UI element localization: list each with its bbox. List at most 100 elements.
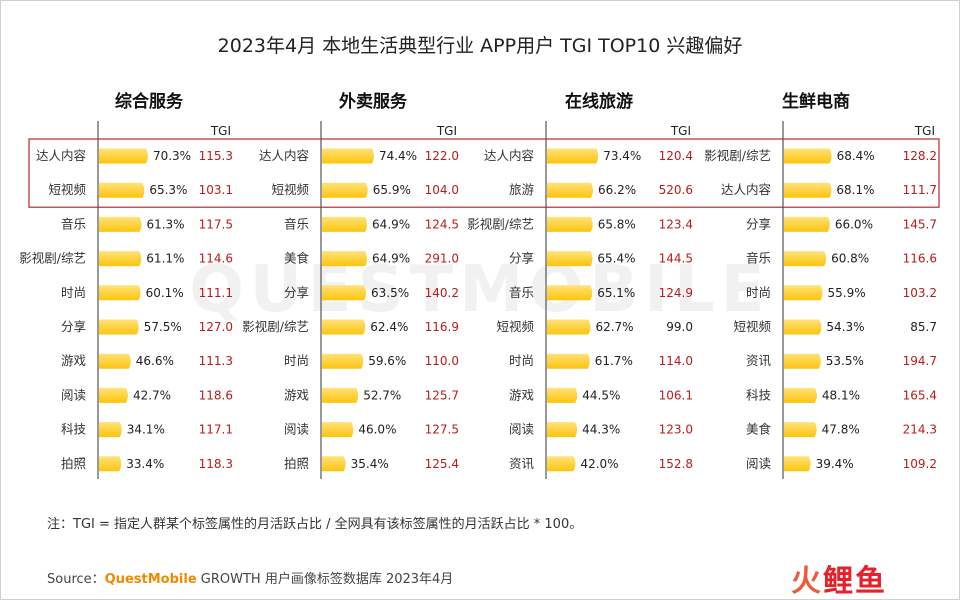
tgi-value: 214.3 <box>903 423 937 437</box>
category-label: 分享 <box>61 319 86 334</box>
tgi-value: 194.7 <box>903 354 937 368</box>
bar-value-label: 66.2% <box>598 183 636 197</box>
tgi-value: 124.9 <box>659 286 693 300</box>
source-rest: 用户画像标签数据库 2023年4月 <box>260 572 454 587</box>
category-label: 音乐 <box>509 285 534 300</box>
tgi-value: 114.6 <box>199 252 233 266</box>
bar <box>322 353 364 369</box>
bar <box>784 285 823 301</box>
tgi-column-header: TGI <box>914 124 935 138</box>
bar-value-label: 65.9% <box>373 183 411 197</box>
bar-value-label: 52.7% <box>363 388 401 402</box>
tgi-value: 125.7 <box>425 388 459 402</box>
bar <box>547 216 593 232</box>
category-label: 拍照 <box>284 456 309 471</box>
bar <box>99 387 128 403</box>
brand-logo: 火鲤鱼 <box>791 556 887 599</box>
panel-title-1: 综合服务 <box>115 91 184 112</box>
panel-title-4: 生鲜电商 <box>782 91 850 112</box>
bar-value-label: 53.5% <box>826 354 864 368</box>
bar-value-label: 68.4% <box>837 149 875 163</box>
bar-value-label: 33.4% <box>126 457 164 471</box>
bar-value-label: 65.1% <box>597 286 635 300</box>
tgi-value: 103.1 <box>199 183 233 197</box>
bar <box>99 422 122 438</box>
category-label: 游戏 <box>61 353 86 368</box>
tgi-value: 520.6 <box>659 183 693 197</box>
category-label: 阅读 <box>61 387 86 402</box>
bar <box>784 148 832 164</box>
tgi-value: 103.2 <box>903 286 937 300</box>
bar-value-label: 60.1% <box>146 286 184 300</box>
tgi-column-header: TGI <box>210 124 231 138</box>
bar-value-label: 35.4% <box>351 457 389 471</box>
bar <box>322 456 346 472</box>
category-label: 影视剧/综艺 <box>467 216 534 231</box>
panel-title-2: 外卖服务 <box>339 91 408 112</box>
tgi-value: 118.6 <box>199 388 233 402</box>
bar-value-label: 59.6% <box>368 354 406 368</box>
tgi-footnote: 注：TGI = 指定人群某个标签属性的月活跃占比 / 全网具有该标签属性的月活跃… <box>47 517 583 532</box>
tgi-value: 117.1 <box>199 423 233 437</box>
bar <box>322 319 366 335</box>
category-label: 音乐 <box>61 216 86 231</box>
bar <box>784 422 817 438</box>
tgi-value: 145.7 <box>903 217 937 231</box>
category-label: 短视频 <box>271 182 309 197</box>
category-label: 阅读 <box>746 456 771 471</box>
bar-value-label: 70.3% <box>153 149 191 163</box>
tgi-value: 165.4 <box>903 388 937 402</box>
bar-value-label: 64.9% <box>372 252 410 266</box>
bar <box>547 285 593 301</box>
category-label: 音乐 <box>746 251 771 266</box>
bar <box>547 353 590 369</box>
bar-value-label: 65.4% <box>597 252 635 266</box>
tgi-value: 123.0 <box>659 423 693 437</box>
logo-part-2: 鲤鱼 <box>823 564 887 599</box>
bar-value-label: 73.4% <box>603 149 641 163</box>
bar-value-label: 62.4% <box>370 320 408 334</box>
bar <box>99 456 122 472</box>
tgi-value: 291.0 <box>425 252 459 266</box>
category-label: 短视频 <box>733 319 771 334</box>
category-label: 达人内容 <box>721 182 771 197</box>
bar <box>547 387 578 403</box>
bar-value-label: 66.0% <box>835 217 873 231</box>
category-label: 短视频 <box>48 182 86 197</box>
source-line: Source：QuestMobile GROWTH 用户画像标签数据库 2023… <box>47 568 453 587</box>
bar-value-label: 74.4% <box>379 149 417 163</box>
bar-value-label: 46.0% <box>358 423 396 437</box>
category-label: 影视剧/综艺 <box>704 148 771 163</box>
source-brand: QuestMobile <box>104 572 197 587</box>
bar <box>322 148 374 164</box>
highlight-box <box>28 138 940 208</box>
bar <box>547 251 593 267</box>
page-title: 2023年4月 本地生活典型行业 APP用户 TGI TOP10 兴趣偏好 <box>217 35 743 57</box>
bar-value-label: 60.8% <box>831 252 869 266</box>
bar-value-label: 47.8% <box>822 423 860 437</box>
bar <box>547 148 599 164</box>
watermark: QUESTMOBILE <box>189 253 771 327</box>
bar-value-label: 65.3% <box>149 183 187 197</box>
category-label: 时尚 <box>509 353 534 368</box>
bar <box>99 148 148 164</box>
tgi-value: 106.1 <box>659 388 693 402</box>
tgi-value: 120.4 <box>659 149 693 163</box>
bar-value-label: 44.3% <box>582 423 620 437</box>
bar <box>99 353 131 369</box>
category-label: 时尚 <box>61 285 86 300</box>
tgi-value: 152.8 <box>659 457 693 471</box>
logo-part-1: 火 <box>791 564 823 599</box>
bar-value-label: 68.1% <box>836 183 874 197</box>
bar <box>322 251 368 267</box>
bar <box>547 319 591 335</box>
category-label: 旅游 <box>509 182 535 197</box>
category-label: 资讯 <box>746 353 772 368</box>
category-label: 音乐 <box>284 216 309 231</box>
category-label: 游戏 <box>284 387 309 402</box>
category-label: 时尚 <box>746 285 771 300</box>
bar-value-label: 46.6% <box>136 354 174 368</box>
tgi-value: 140.2 <box>425 286 459 300</box>
